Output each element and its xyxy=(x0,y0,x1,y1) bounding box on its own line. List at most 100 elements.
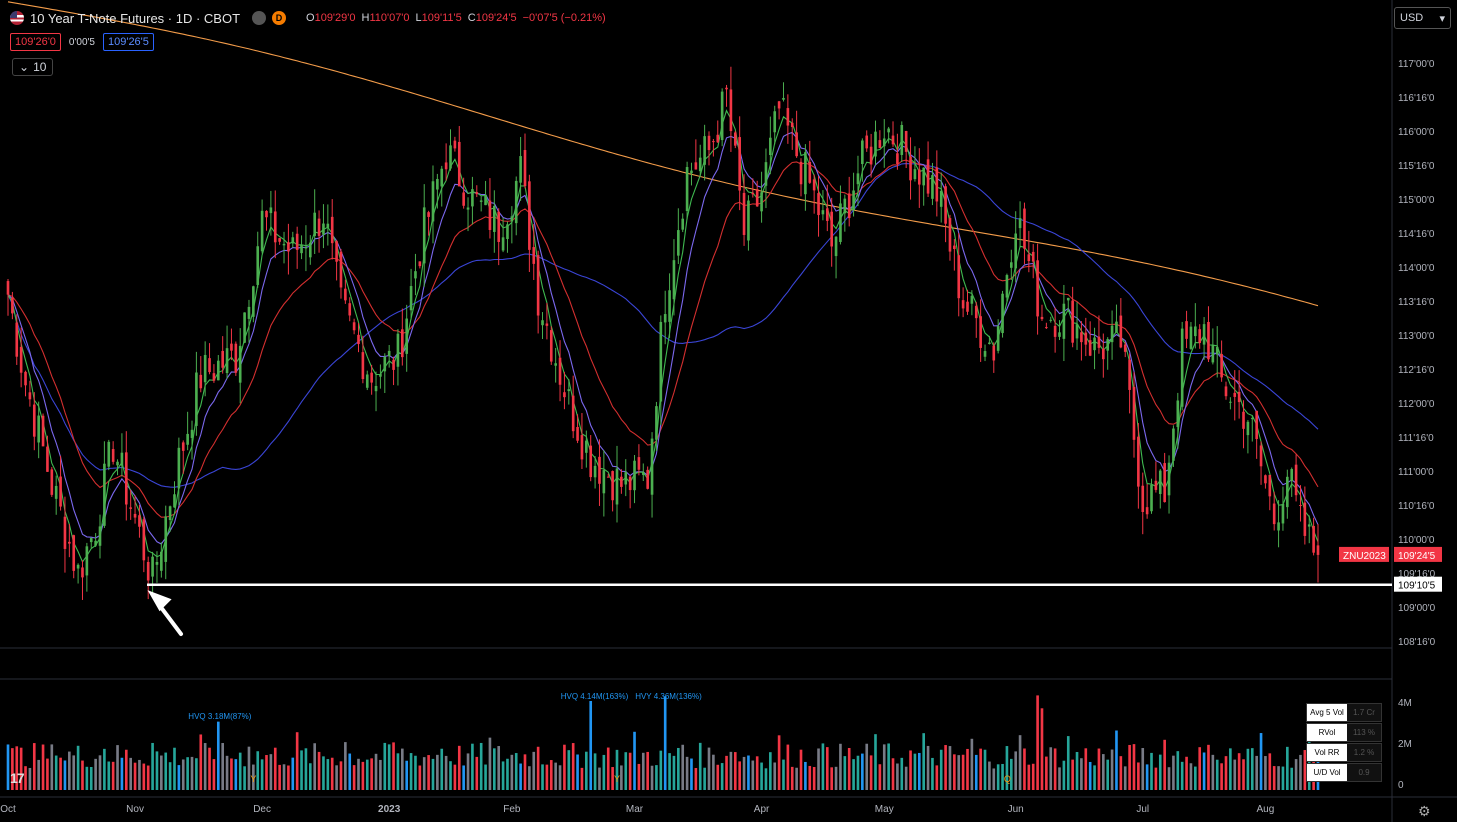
candle[interactable] xyxy=(804,152,807,195)
candle[interactable] xyxy=(549,330,553,362)
candle[interactable] xyxy=(361,352,365,380)
candle[interactable] xyxy=(396,333,400,367)
candle[interactable] xyxy=(160,551,163,571)
candle[interactable] xyxy=(1023,208,1026,249)
candle[interactable] xyxy=(931,175,934,199)
candle[interactable] xyxy=(1163,463,1166,503)
candle[interactable] xyxy=(1172,428,1175,461)
candle[interactable] xyxy=(856,173,860,185)
candle[interactable] xyxy=(379,374,382,377)
candle[interactable] xyxy=(444,162,448,170)
candle[interactable] xyxy=(50,469,54,495)
candle[interactable] xyxy=(795,132,798,157)
candle[interactable] xyxy=(374,385,378,392)
candle[interactable] xyxy=(874,131,877,157)
candle[interactable] xyxy=(935,167,939,202)
candle[interactable] xyxy=(76,564,80,569)
candle[interactable] xyxy=(383,356,387,372)
symbol-title[interactable]: 10 Year T-Note Futures · 1D · CBOT xyxy=(30,10,241,26)
candle[interactable] xyxy=(843,198,847,214)
candle[interactable] xyxy=(672,260,676,300)
candle[interactable] xyxy=(966,301,969,312)
candle[interactable] xyxy=(589,445,593,478)
candle[interactable] xyxy=(81,567,84,578)
candle[interactable] xyxy=(1093,337,1096,351)
candle[interactable] xyxy=(475,192,479,195)
candle[interactable] xyxy=(755,189,759,207)
candle[interactable] xyxy=(28,392,32,400)
candle[interactable] xyxy=(716,134,720,143)
candle[interactable] xyxy=(335,241,338,262)
candle[interactable] xyxy=(817,193,820,216)
candle[interactable] xyxy=(1102,348,1105,360)
candle[interactable] xyxy=(1150,484,1153,512)
candle[interactable] xyxy=(593,465,597,478)
candle[interactable] xyxy=(449,145,452,169)
candle[interactable] xyxy=(291,237,295,244)
candle[interactable] xyxy=(611,471,614,501)
candle[interactable] xyxy=(681,218,685,230)
sell-button[interactable]: 109'26'0 xyxy=(10,33,61,51)
candle[interactable] xyxy=(532,247,536,264)
candle[interactable] xyxy=(1185,321,1188,339)
candle[interactable] xyxy=(352,322,356,331)
candle[interactable] xyxy=(939,190,943,207)
candle[interactable] xyxy=(89,537,93,543)
candle[interactable] xyxy=(1119,315,1123,348)
candle[interactable] xyxy=(698,157,702,172)
candle[interactable] xyxy=(1128,359,1131,390)
candle[interactable] xyxy=(1053,325,1057,337)
candle[interactable] xyxy=(1277,522,1280,531)
candle[interactable] xyxy=(41,415,45,447)
candle[interactable] xyxy=(94,540,97,546)
candle[interactable] xyxy=(1075,324,1079,339)
candle[interactable] xyxy=(203,354,207,383)
candle[interactable] xyxy=(733,132,737,146)
candle[interactable] xyxy=(357,334,360,345)
candle[interactable] xyxy=(641,472,645,475)
candle[interactable] xyxy=(138,515,141,527)
candle[interactable] xyxy=(1307,524,1311,527)
candle[interactable] xyxy=(1001,293,1004,334)
settings-gear-icon[interactable]: ⚙ xyxy=(1418,803,1431,819)
candle[interactable] xyxy=(1220,354,1223,378)
candle[interactable] xyxy=(282,243,286,246)
candle[interactable] xyxy=(418,261,422,267)
candle[interactable] xyxy=(221,350,224,368)
candle[interactable] xyxy=(913,169,917,180)
candle[interactable] xyxy=(506,224,509,239)
candle[interactable] xyxy=(98,526,102,546)
candle[interactable] xyxy=(181,442,185,451)
candle[interactable] xyxy=(782,97,785,100)
candle[interactable] xyxy=(177,447,181,489)
candle[interactable] xyxy=(142,519,146,561)
candle[interactable] xyxy=(514,180,518,224)
candle[interactable] xyxy=(1246,421,1250,436)
candle[interactable] xyxy=(729,89,733,132)
candle[interactable] xyxy=(554,363,557,366)
candle[interactable] xyxy=(1264,475,1267,484)
candle[interactable] xyxy=(186,433,189,445)
candle[interactable] xyxy=(348,303,352,316)
candle[interactable] xyxy=(1145,507,1149,515)
candle[interactable] xyxy=(655,406,658,440)
candle[interactable] xyxy=(812,179,816,191)
candle[interactable] xyxy=(1211,345,1215,363)
candle[interactable] xyxy=(19,346,23,373)
candle[interactable] xyxy=(195,372,198,426)
candle[interactable] xyxy=(322,223,325,235)
candle[interactable] xyxy=(536,255,540,316)
candle[interactable] xyxy=(900,124,904,155)
candle[interactable] xyxy=(234,343,238,373)
candle[interactable] xyxy=(1123,344,1127,352)
candle[interactable] xyxy=(528,181,531,250)
candle[interactable] xyxy=(269,207,273,214)
candle[interactable] xyxy=(1299,504,1302,506)
candle[interactable] xyxy=(1110,325,1114,343)
candle[interactable] xyxy=(1194,326,1197,337)
candle[interactable] xyxy=(1018,218,1022,229)
candle[interactable] xyxy=(948,218,952,252)
candle[interactable] xyxy=(760,192,763,212)
candle[interactable] xyxy=(238,345,242,383)
candle[interactable] xyxy=(571,395,575,432)
